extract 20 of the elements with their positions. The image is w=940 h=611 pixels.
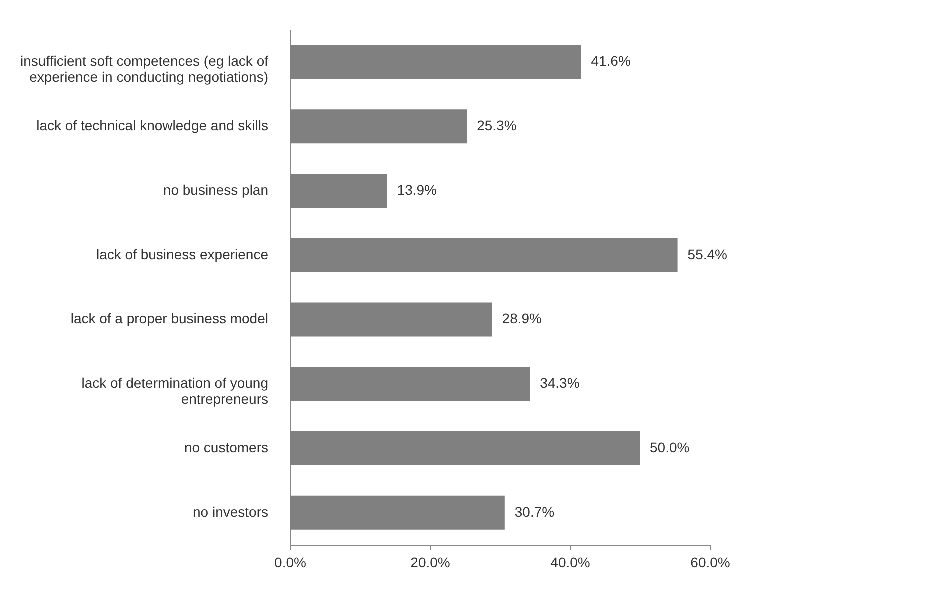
data-label: 13.9% <box>397 182 438 198</box>
data-label: 28.9% <box>502 310 542 327</box>
y-tick-label: lack of business experience <box>96 246 269 262</box>
data-label: 50.0% <box>650 439 690 456</box>
y-tick-label: lack of technical knowledge and skills <box>36 118 268 134</box>
y-tick-label: no customers <box>184 439 268 456</box>
data-label: 30.7% <box>514 504 555 520</box>
y-tick-label: no business plan <box>163 182 268 198</box>
x-tick-label: 20.0% <box>410 554 450 570</box>
x-tick-label: 60.0% <box>690 554 730 570</box>
data-label: 25.3% <box>477 118 517 134</box>
y-tick-label: insufficient soft competences (eg lack of experience in conducting negotiations) <box>20 53 269 86</box>
data-label: 55.4% <box>688 246 728 262</box>
y-tick-label: lack of a proper business model <box>70 310 268 327</box>
y-tick-label: lack of determination of young entrepreneurs <box>82 375 268 408</box>
data-label: 34.3% <box>540 375 580 392</box>
y-tick-label: no investors <box>193 504 268 520</box>
data-label: 41.6% <box>591 53 631 70</box>
x-tick-label: 40.0% <box>550 554 590 570</box>
x-tick-label: 0.0% <box>274 554 306 570</box>
